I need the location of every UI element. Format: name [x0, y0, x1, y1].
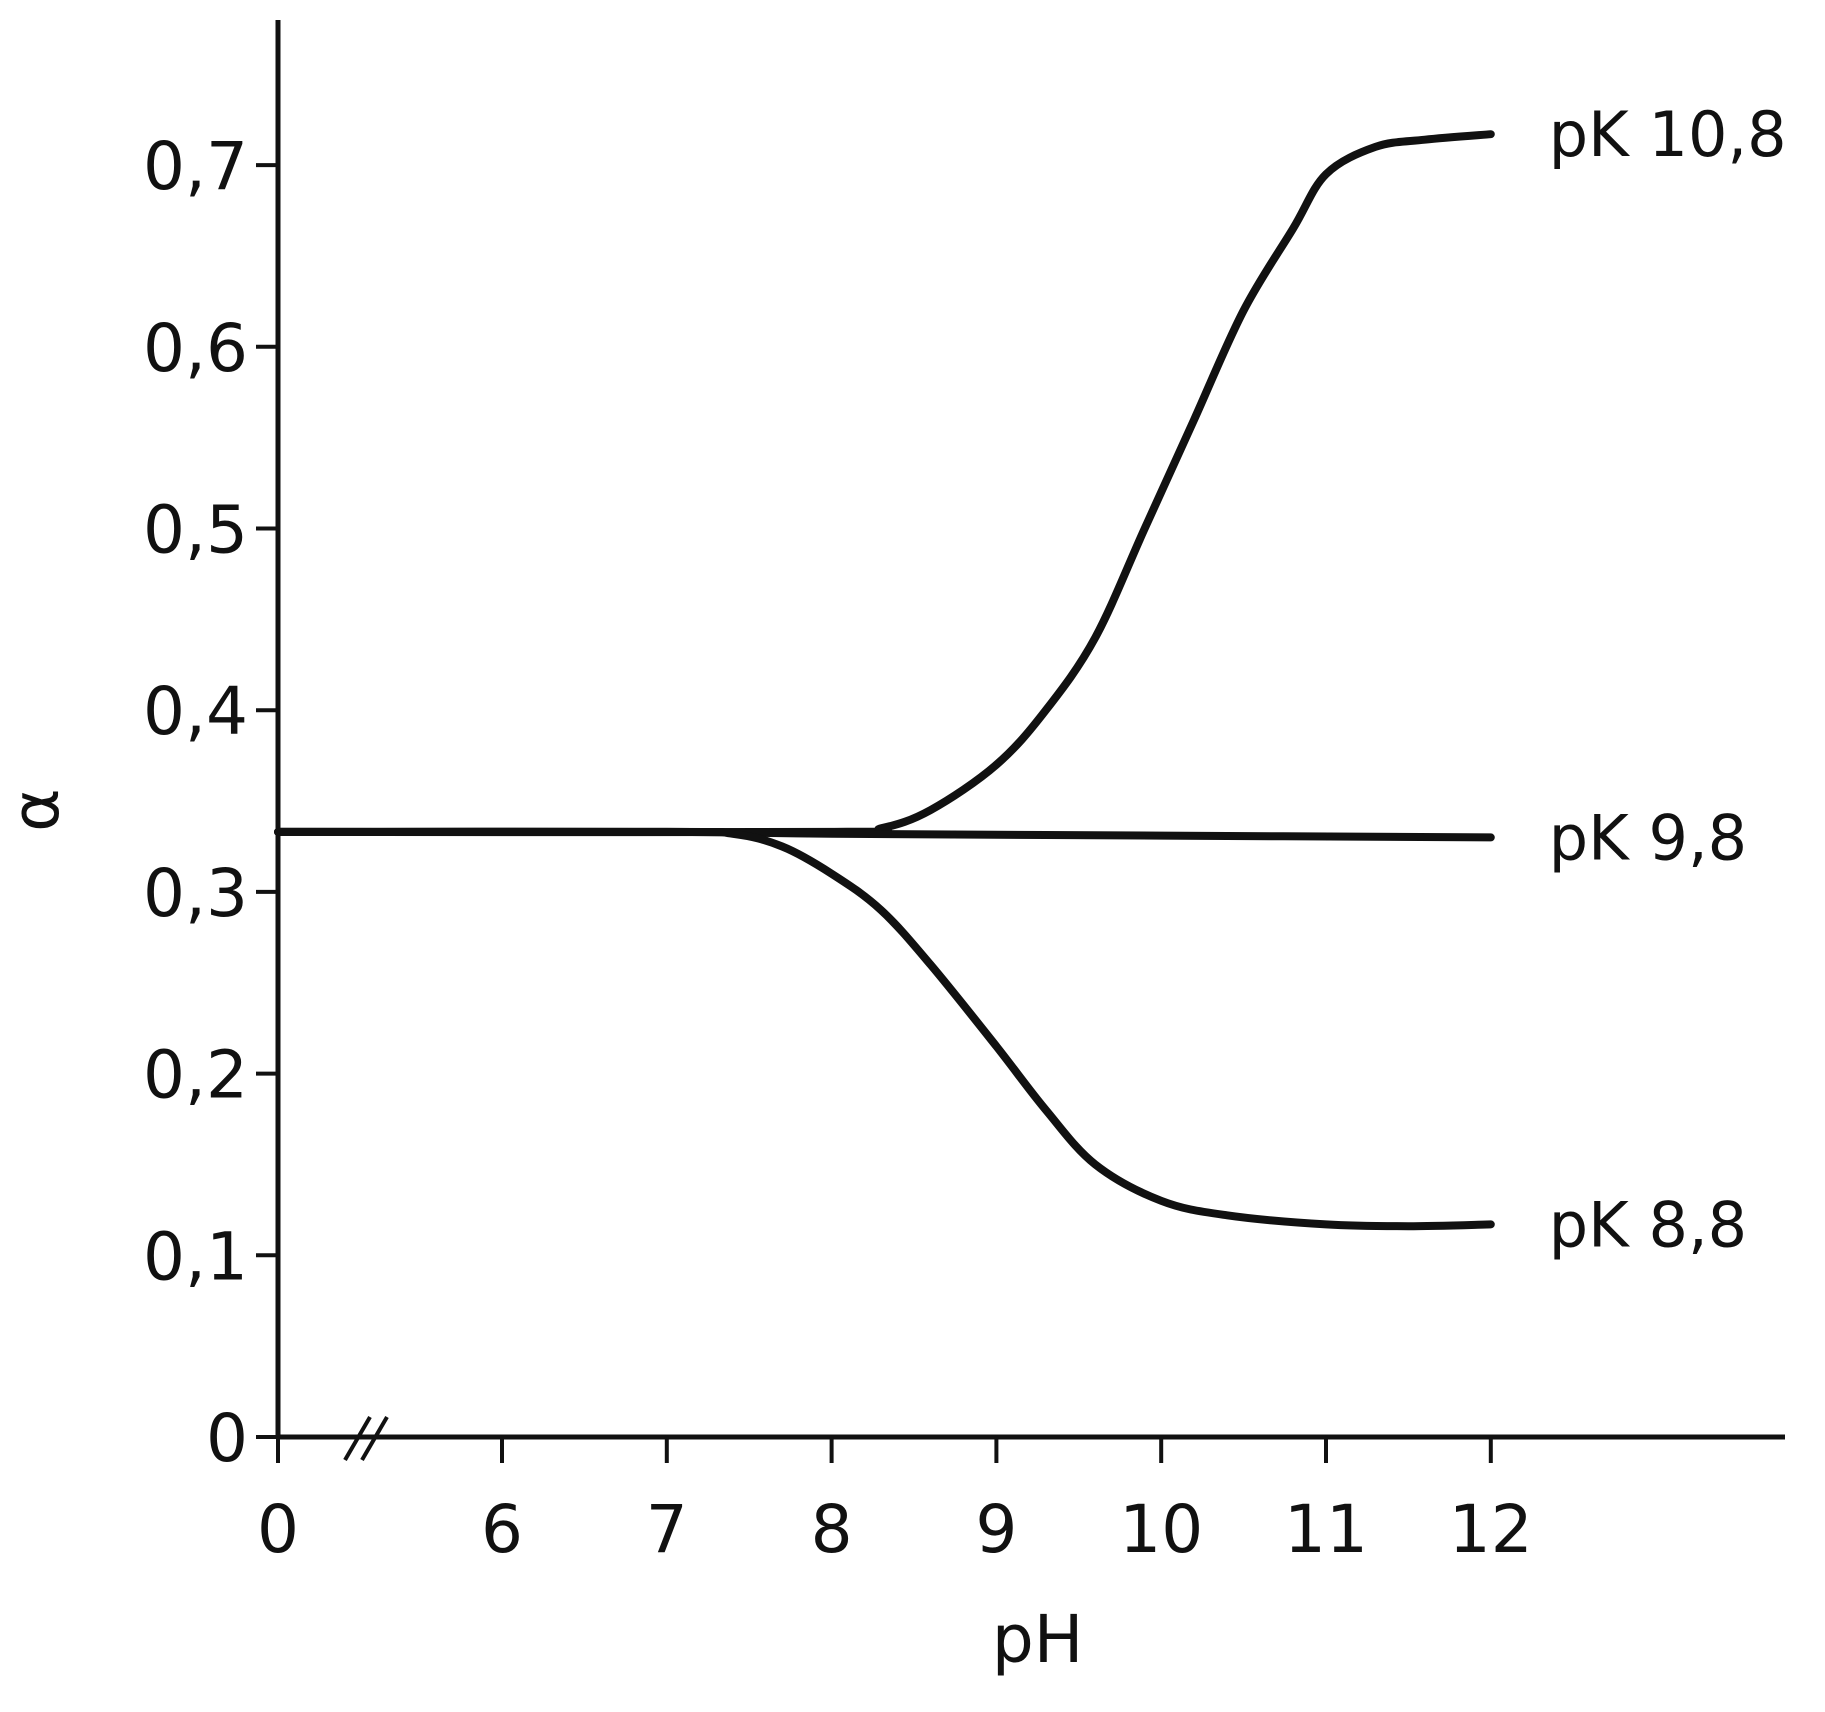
y-tick-label: 0 — [206, 1400, 248, 1477]
y-axis-label: α — [0, 788, 74, 832]
series-label: pK 8,8 — [1549, 1188, 1747, 1261]
y-tick-label: 0,1 — [143, 1218, 248, 1295]
series-label: pK 10,8 — [1549, 98, 1787, 171]
y-tick-label: 0,7 — [143, 128, 248, 205]
y-tick-label: 0,2 — [143, 1037, 248, 1114]
y-tick-label: 0,6 — [143, 310, 248, 387]
y-tick-label: 0,5 — [143, 492, 248, 569]
x-axis-break-slash — [360, 1415, 389, 1462]
x-tick-label: 8 — [811, 1491, 853, 1568]
x-tick-label: 7 — [646, 1491, 688, 1568]
series-label: pK 9,8 — [1549, 801, 1747, 874]
x-axis-break-slash — [343, 1415, 372, 1462]
x-tick-label: 12 — [1449, 1491, 1533, 1568]
series-labels: pK 10,8 pK 9,8 pK 8,8 — [1549, 98, 1787, 1261]
x-axis-break-mark — [343, 1415, 389, 1462]
y-tick-label: 0,4 — [143, 673, 248, 750]
x-axis-ticks: 0 6 7 8 9 10 11 12 — [257, 1437, 1533, 1568]
x-tick-label: 11 — [1284, 1491, 1368, 1568]
x-tick-label: 10 — [1119, 1491, 1203, 1568]
series-line — [274, 130, 1495, 837]
axes — [275, 20, 1785, 1440]
x-tick-label: 6 — [481, 1491, 523, 1568]
series-lines — [274, 130, 1495, 1231]
y-tick-label: 0,3 — [143, 855, 248, 932]
x-axis-label: pH — [992, 1601, 1084, 1678]
series-line — [274, 827, 1495, 1231]
x-tick-label: 0 — [257, 1491, 299, 1568]
x-tick-label: 9 — [975, 1491, 1017, 1568]
y-axis-ticks: 0 0,1 0,2 0,3 0,4 0,5 0,6 0,7 — [143, 128, 278, 1477]
